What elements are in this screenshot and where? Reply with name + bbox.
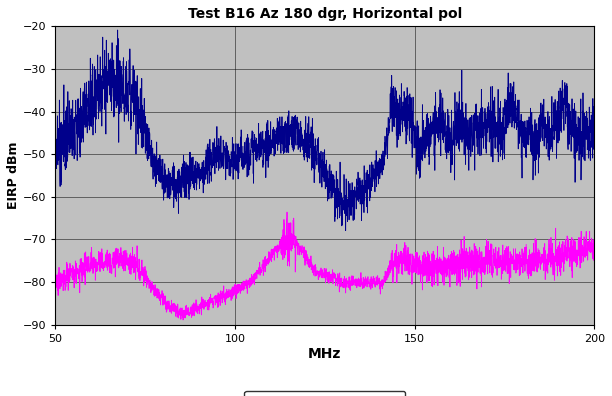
RMS — [145, 280, 152, 285]
Y-axis label: EIRP dBm: EIRP dBm — [7, 142, 20, 209]
Peak — [282, 119, 289, 124]
Peak — [342, 228, 349, 233]
Peak — [258, 145, 266, 150]
RMS — [591, 259, 598, 264]
RMS — [282, 234, 289, 238]
X-axis label: MHz: MHz — [308, 346, 341, 360]
RMS — [581, 248, 588, 253]
Peak — [581, 111, 588, 116]
Peak — [114, 28, 121, 32]
Peak — [591, 141, 598, 146]
RMS — [113, 246, 121, 251]
RMS — [523, 242, 530, 247]
Title: Test B16 Az 180 dgr, Horizontal pol: Test B16 Az 180 dgr, Horizontal pol — [188, 7, 462, 21]
RMS — [179, 318, 187, 322]
Peak — [523, 155, 530, 160]
Peak — [51, 113, 59, 118]
RMS — [283, 210, 291, 215]
Line: RMS: RMS — [55, 212, 594, 320]
Line: Peak: Peak — [55, 30, 594, 230]
RMS — [51, 286, 59, 291]
Peak — [145, 126, 152, 130]
RMS — [258, 262, 266, 267]
Legend: Peak, RMS: Peak, RMS — [244, 391, 405, 396]
Peak — [113, 82, 121, 87]
